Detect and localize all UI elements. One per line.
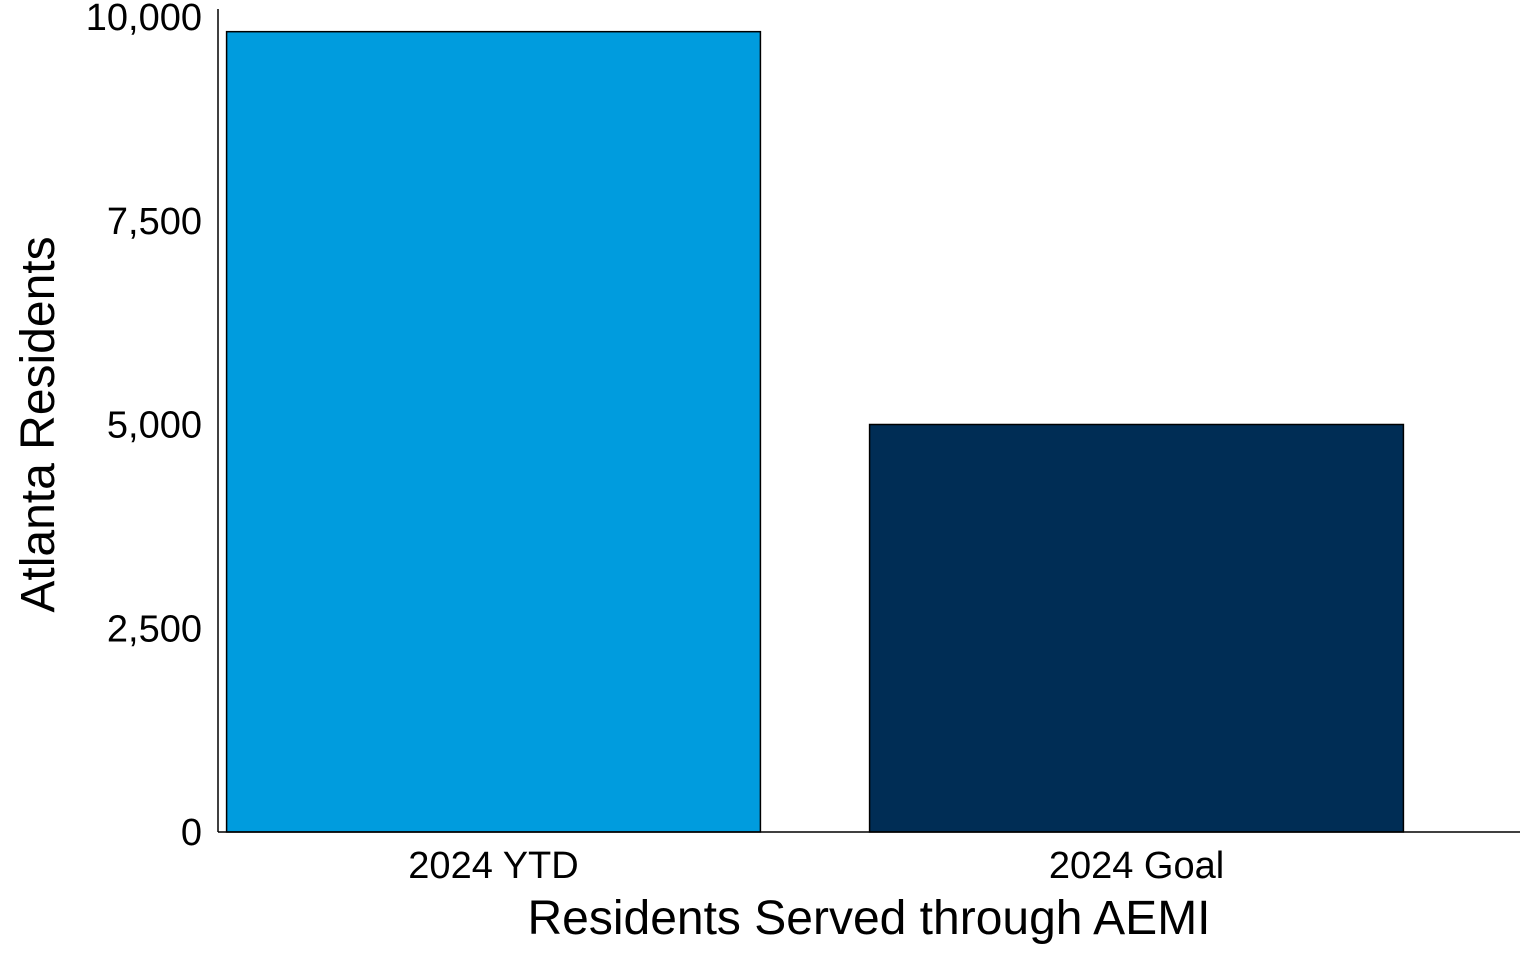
axes-layer (217, 9, 1520, 833)
y-tick-labels: 0 2,500 5,000 7,500 10,000 (86, 0, 202, 854)
bar-2024-goal (868, 423, 1405, 833)
y-tick-label: 2,500 (107, 608, 202, 650)
x-axis-title: Residents Served through AEMI (527, 892, 1210, 945)
bars-layer (225, 30, 1405, 833)
y-tick-label: 10,000 (86, 0, 202, 39)
x-category-label: 2024 Goal (1049, 845, 1224, 887)
x-category-label: 2024 YTD (408, 845, 578, 887)
y-tick-label: 0 (181, 812, 202, 854)
x-category-labels: 2024 YTD 2024 Goal (408, 845, 1224, 887)
y-axis-title: Atlanta Residents (12, 236, 65, 612)
y-tick-label: 7,500 (107, 201, 202, 243)
y-tick-label: 5,000 (107, 405, 202, 447)
bar-2024-ytd (225, 30, 762, 833)
